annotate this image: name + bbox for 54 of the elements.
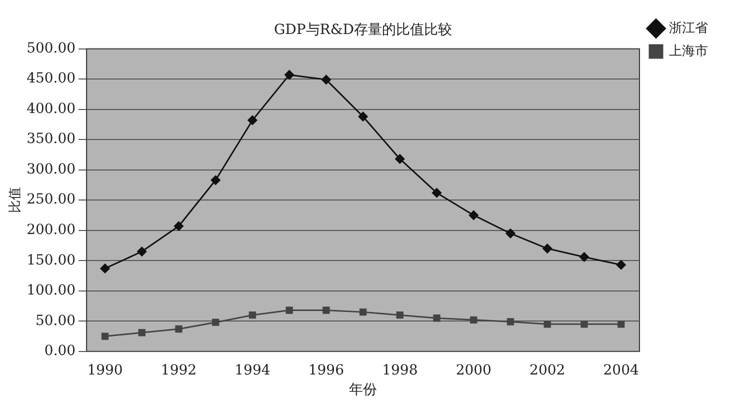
point xyxy=(248,115,258,125)
point xyxy=(248,312,256,319)
point xyxy=(506,228,516,238)
point xyxy=(433,314,440,322)
point xyxy=(506,318,514,326)
point xyxy=(138,329,146,336)
point xyxy=(470,316,478,324)
point xyxy=(321,74,331,84)
point xyxy=(212,318,220,326)
y-tick-label: 100.00 xyxy=(26,282,76,299)
y-tick-label: 350.00 xyxy=(26,131,76,148)
y-tick-label: 200.00 xyxy=(26,222,76,238)
y-tick-label: 400.00 xyxy=(26,100,76,117)
point xyxy=(395,154,405,164)
x-tick-label: 2002 xyxy=(530,362,566,378)
y-tick-label: 50.00 xyxy=(35,312,76,329)
y-axis-title: 比值 xyxy=(8,187,24,214)
point xyxy=(396,312,404,319)
point xyxy=(579,252,589,262)
x-tick-label: 1996 xyxy=(308,362,344,378)
point xyxy=(322,306,330,314)
y-tick-label: 500.00 xyxy=(26,40,76,56)
point xyxy=(544,320,551,328)
legend-label: 上海市 xyxy=(669,44,708,59)
point xyxy=(542,244,552,254)
y-tick-label: 300.00 xyxy=(26,161,76,178)
point xyxy=(432,188,442,198)
x-tick-label: 1992 xyxy=(160,362,197,378)
chart-title: GDP与R&D存量的比值比较 xyxy=(274,22,452,38)
point xyxy=(100,264,110,274)
y-tick-label: 450.00 xyxy=(26,70,76,87)
point xyxy=(174,221,184,231)
x-tick-label: 1990 xyxy=(87,362,123,378)
point xyxy=(580,320,588,328)
y-tick-label: 150.00 xyxy=(26,252,76,268)
x-tick-label: 1998 xyxy=(382,362,418,378)
y-tick-label: 250.00 xyxy=(26,192,76,208)
x-axis-title: 年份 xyxy=(349,382,378,398)
point xyxy=(359,308,367,316)
point xyxy=(210,175,220,185)
point xyxy=(284,70,294,80)
x-tick-label: 1994 xyxy=(234,362,270,378)
point xyxy=(101,332,109,340)
point xyxy=(616,260,626,270)
point xyxy=(137,246,147,256)
x-tick-label: 2000 xyxy=(456,362,492,378)
point xyxy=(617,320,625,328)
point xyxy=(175,325,182,333)
legend-label: 浙江省 xyxy=(669,20,708,36)
point xyxy=(468,210,478,220)
point xyxy=(358,112,368,122)
y-tick-label: 0.00 xyxy=(44,343,76,360)
x-tick-label: 2004 xyxy=(603,362,639,378)
point xyxy=(286,306,293,314)
